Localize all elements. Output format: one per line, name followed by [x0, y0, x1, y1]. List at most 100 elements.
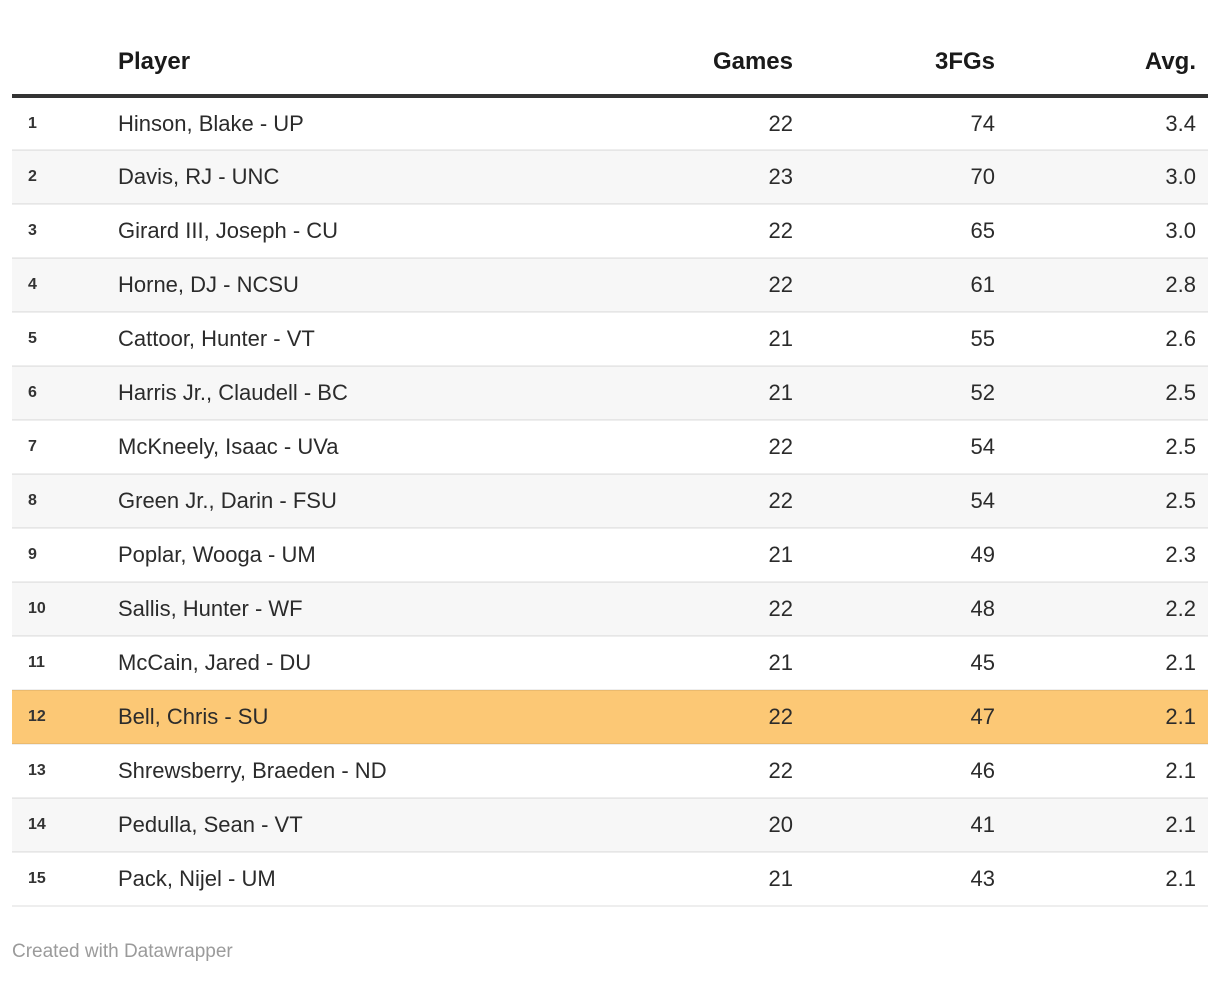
table-header: Player Games 3FGs Avg.	[12, 30, 1208, 98]
rank-cell: 14	[28, 816, 46, 833]
player-cell: Hinson, Blake - UP	[118, 110, 304, 136]
rank-cell: 1	[28, 114, 37, 132]
games-cell: 23	[768, 164, 793, 189]
table-row: 8 Green Jr., Darin - FSU 22 54 2.5	[12, 474, 1208, 528]
avg-cell: 2.6	[1165, 326, 1196, 351]
avg-cell: 2.5	[1165, 380, 1196, 405]
games-cell: 21	[768, 542, 793, 567]
table-row: 1 Hinson, Blake - UP 22 74 3.4	[12, 96, 1208, 150]
rank-cell: 13	[28, 762, 46, 779]
3fgs-cell: 54	[970, 434, 995, 459]
rank-cell: 2	[28, 168, 37, 185]
rank-cell: 11	[28, 654, 45, 671]
player-cell: Harris Jr., Claudell - BC	[118, 380, 348, 405]
games-cell: 22	[768, 110, 793, 136]
player-cell: Sallis, Hunter - WF	[118, 596, 303, 621]
avg-cell: 3.0	[1165, 218, 1196, 243]
avg-cell: 2.5	[1165, 434, 1196, 459]
table-row: 5 Cattoor, Hunter - VT 21 55 2.6	[12, 312, 1208, 366]
column-header-player: Player	[118, 30, 618, 98]
3fgs-cell: 43	[970, 866, 995, 891]
3fgs-cell: 45	[970, 650, 995, 675]
table-row: 10 Sallis, Hunter - WF 22 48 2.2	[12, 582, 1208, 636]
player-cell: Bell, Chris - SU	[118, 704, 269, 729]
games-cell: 21	[768, 380, 793, 405]
3fgs-cell: 41	[970, 812, 995, 837]
3fgs-cell: 48	[970, 596, 995, 621]
table-row: 2 Davis, RJ - UNC 23 70 3.0	[12, 150, 1208, 204]
3fgs-cell: 47	[970, 704, 995, 729]
games-cell: 22	[768, 272, 793, 297]
player-cell: Cattoor, Hunter - VT	[118, 326, 315, 351]
stats-table: Player Games 3FGs Avg. 1 Hinson, Blake - …	[12, 30, 1208, 907]
3fgs-cell: 46	[970, 758, 995, 783]
avg-cell: 3.4	[1165, 110, 1196, 136]
games-cell: 21	[768, 650, 793, 675]
games-cell: 22	[768, 704, 793, 729]
table-row: 4 Horne, DJ - NCSU 22 61 2.8	[12, 258, 1208, 312]
player-cell: Davis, RJ - UNC	[118, 164, 280, 189]
player-cell: Green Jr., Darin - FSU	[118, 488, 337, 513]
3fgs-cell: 54	[970, 488, 995, 513]
games-cell: 20	[768, 812, 793, 837]
column-header-avg: Avg.	[995, 30, 1208, 98]
table-row: 6 Harris Jr., Claudell - BC 21 52 2.5	[12, 366, 1208, 420]
rank-cell: 8	[28, 492, 37, 509]
datawrapper-attribution: Created with Datawrapper	[12, 941, 233, 962]
games-cell: 22	[768, 218, 793, 243]
3fgs-cell: 55	[970, 326, 995, 351]
column-header-rank	[12, 30, 118, 98]
3fgs-cell: 52	[970, 380, 995, 405]
avg-cell: 2.3	[1165, 542, 1196, 567]
column-header-games: Games	[618, 30, 793, 98]
rank-cell: 4	[28, 276, 37, 293]
player-cell: McKneely, Isaac - UVa	[118, 434, 339, 459]
table-row: 13 Shrewsberry, Braeden - ND 22 46 2.1	[12, 744, 1208, 798]
player-cell: Pedulla, Sean - VT	[118, 812, 303, 837]
avg-cell: 2.2	[1165, 596, 1196, 621]
avg-cell: 2.1	[1165, 650, 1196, 675]
rank-cell: 6	[28, 384, 37, 401]
table-row: 7 McKneely, Isaac - UVa 22 54 2.5	[12, 420, 1208, 474]
stats-table-container: Player Games 3FGs Avg. 1 Hinson, Blake - …	[12, 30, 1208, 907]
games-cell: 22	[768, 596, 793, 621]
avg-cell: 2.1	[1165, 866, 1196, 891]
rank-cell: 3	[28, 222, 37, 239]
avg-cell: 3.0	[1165, 164, 1196, 189]
player-cell: Poplar, Wooga - UM	[118, 542, 316, 567]
player-cell: Horne, DJ - NCSU	[118, 272, 299, 297]
games-cell: 21	[768, 326, 793, 351]
table-row: 11 McCain, Jared - DU 21 45 2.1	[12, 636, 1208, 690]
table-header-row: Player Games 3FGs Avg.	[12, 30, 1208, 98]
table-row: 12 Bell, Chris - SU 22 47 2.1	[12, 690, 1208, 744]
3fgs-cell: 70	[970, 164, 995, 189]
player-cell: Pack, Nijel - UM	[118, 866, 276, 891]
avg-cell: 2.1	[1165, 704, 1196, 729]
3fgs-cell: 65	[970, 218, 995, 243]
rank-cell: 5	[28, 330, 37, 347]
avg-cell: 2.1	[1165, 758, 1196, 783]
rank-cell: 15	[28, 870, 46, 887]
player-cell: Girard III, Joseph - CU	[118, 218, 339, 243]
player-cell: Shrewsberry, Braeden - ND	[118, 758, 387, 783]
player-cell: McCain, Jared - DU	[118, 650, 312, 675]
table-row: 14 Pedulla, Sean - VT 20 41 2.1	[12, 798, 1208, 852]
table-row: 15 Pack, Nijel - UM 21 43 2.1	[12, 852, 1208, 906]
table-body: 1 Hinson, Blake - UP 22 74 3.4 2 Davis, RJ - U…	[12, 96, 1208, 906]
rank-cell: 12	[28, 708, 46, 725]
table-row: 9 Poplar, Wooga - UM 21 49 2.3	[12, 528, 1208, 582]
games-cell: 22	[768, 434, 793, 459]
games-cell: 22	[768, 758, 793, 783]
column-header-3fgs: 3FGs	[793, 30, 995, 98]
avg-cell: 2.5	[1165, 488, 1196, 513]
table-row: 3 Girard III, Joseph - CU 22 65 3.0	[12, 204, 1208, 258]
games-cell: 22	[768, 488, 793, 513]
3fgs-cell: 61	[970, 272, 995, 297]
rank-cell: 9	[28, 546, 37, 563]
avg-cell: 2.1	[1165, 812, 1196, 837]
3fgs-cell: 49	[970, 542, 995, 567]
games-cell: 21	[768, 866, 793, 891]
rank-cell: 10	[28, 600, 46, 617]
3fgs-cell: 74	[970, 110, 995, 136]
rank-cell: 7	[28, 438, 37, 455]
